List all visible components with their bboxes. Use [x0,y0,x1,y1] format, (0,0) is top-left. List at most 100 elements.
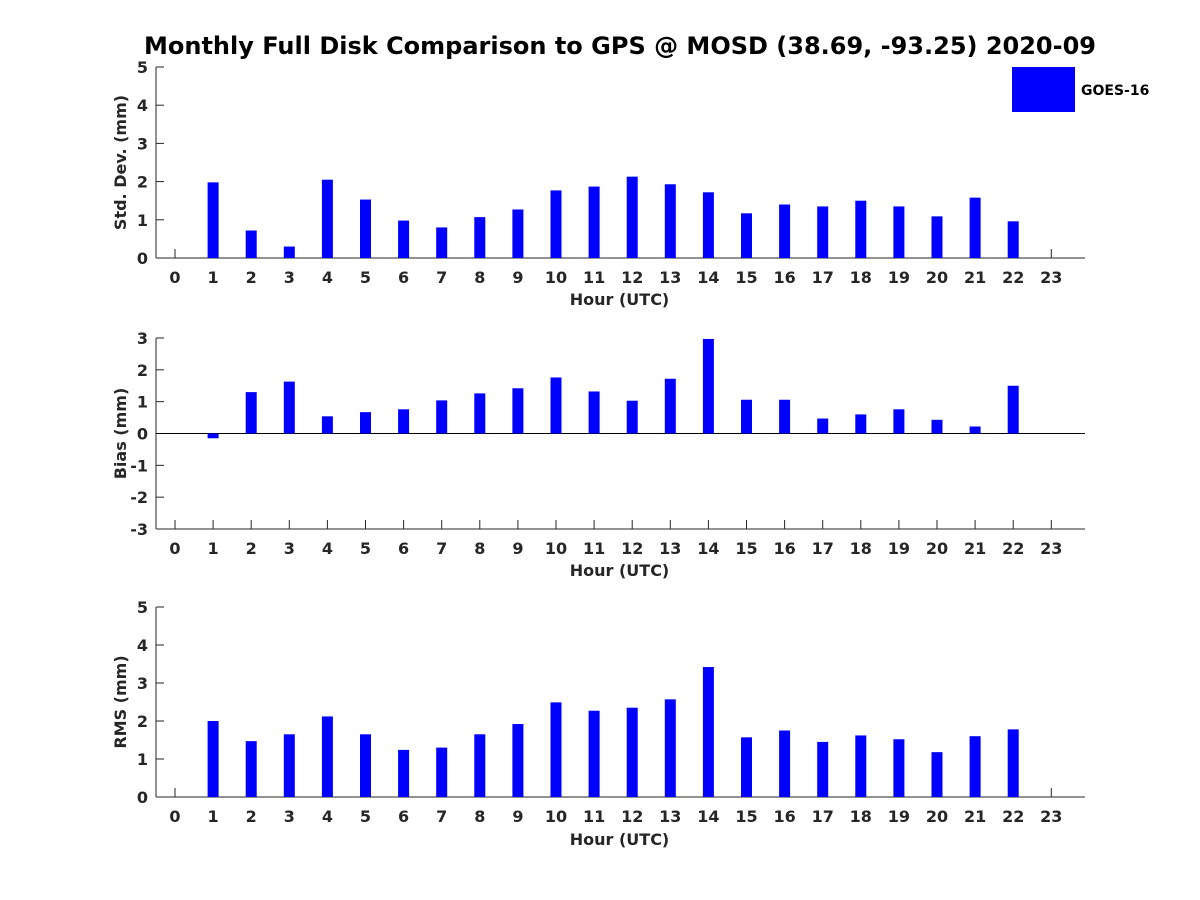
bar-hour-9 [512,209,524,258]
bar-hour-5 [360,734,371,797]
bar-hour-21 [969,197,981,258]
bar-hour-11 [588,186,600,258]
bar-hour-9 [512,388,524,434]
bar-hour-16 [779,399,791,434]
x-tick-label: 5 [360,268,371,287]
x-tick-label: 10 [545,539,567,558]
y-tick-label: 3 [137,674,148,693]
x-tick-label: 21 [964,807,986,826]
x-tick-label: 0 [169,807,180,826]
x-tick-label: 10 [545,807,567,826]
y-tick-label: 3 [137,134,148,153]
x-tick-label: 12 [621,539,643,558]
y-tick-label: 5 [137,598,148,617]
y-tick-label: -3 [130,520,148,539]
bar-hour-7 [436,400,448,434]
x-tick-label: 20 [926,539,948,558]
x-tick-label: 0 [169,539,180,558]
x-tick-label: 15 [735,807,757,826]
x-tick-label: 13 [659,539,681,558]
x-tick-label: 21 [964,268,986,287]
bar-hour-12 [626,707,638,797]
x-tick-label: 6 [398,268,409,287]
x-tick-label: 18 [850,807,872,826]
x-tick-label: 7 [436,539,447,558]
bar-hour-14 [702,192,714,258]
bar-hour-22 [1007,221,1019,258]
bar-hour-2 [245,392,257,434]
bar-hour-20 [931,752,943,797]
x-tick-label: 12 [621,807,643,826]
bar-hour-11 [588,391,600,434]
x-tick-label: 3 [284,268,295,287]
bar-hour-18 [855,414,867,434]
x-tick-label: 1 [208,539,219,558]
bar-hour-1 [207,433,219,439]
bar-hour-6 [398,409,410,434]
x-tick-label: 0 [169,268,180,287]
x-tick-label: 22 [1002,268,1024,287]
bar-hour-3 [283,246,295,258]
y-tick-label: 1 [137,750,148,769]
bar-hour-16 [779,204,791,258]
y-tick-label: 2 [137,712,148,731]
x-tick-label: 14 [697,268,719,287]
bar-hour-17 [817,206,829,258]
bar-hour-21 [969,736,981,797]
bar-hour-8 [474,217,486,258]
bar-hour-19 [893,739,905,797]
bar-hour-7 [436,747,448,797]
bar-hour-15 [741,213,752,258]
x-tick-label: 14 [697,539,719,558]
bar-hour-5 [360,199,371,258]
x-tick-label: 3 [284,807,295,826]
x-tick-label: 13 [659,268,681,287]
legend-swatch [1012,67,1075,112]
x-tick-label: 19 [888,268,910,287]
x-tick-label: 8 [474,268,485,287]
y-tick-label: 0 [137,788,148,807]
x-tick-label: 2 [246,539,257,558]
legend: GOES-16 [1012,67,1149,112]
y-tick-label: 2 [137,361,148,380]
bar-hour-4 [321,716,333,797]
x-tick-label: 8 [474,807,485,826]
x-tick-label: 14 [697,807,719,826]
bar-hour-8 [474,734,486,797]
y-tick-label: 3 [137,329,148,348]
x-tick-label: 17 [812,268,834,287]
bar-hour-1 [207,721,219,797]
x-tick-label: 20 [926,807,948,826]
bar-hour-6 [398,749,410,797]
x-tick-label: 23 [1040,807,1062,826]
x-tick-label: 8 [474,539,485,558]
y-axis-label: Bias (mm) [111,388,130,480]
x-tick-label: 12 [621,268,643,287]
bar-hour-20 [931,419,943,434]
x-tick-label: 9 [512,807,523,826]
x-axis-label: Hour (UTC) [570,561,670,580]
x-tick-label: 4 [322,268,333,287]
y-tick-label: 1 [137,393,148,412]
bar-hour-1 [207,182,219,258]
x-tick-label: 13 [659,807,681,826]
bar-hour-7 [436,227,448,258]
x-tick-label: 11 [583,807,605,826]
bar-hour-13 [664,378,676,434]
bar-hour-5 [360,412,371,434]
y-tick-label: 2 [137,173,148,192]
x-tick-label: 16 [773,807,795,826]
bar-hour-2 [245,230,257,258]
x-tick-label: 4 [322,807,333,826]
y-tick-label: 4 [137,96,148,115]
bar-hour-22 [1007,729,1019,797]
y-tick-label: 1 [137,211,148,230]
x-tick-label: 18 [850,268,872,287]
legend-label: GOES-16 [1081,83,1149,99]
x-tick-label: 22 [1002,807,1024,826]
x-tick-label: 23 [1040,268,1062,287]
bar-hour-14 [702,667,714,797]
bar-hour-13 [664,184,676,258]
x-tick-label: 7 [436,268,447,287]
